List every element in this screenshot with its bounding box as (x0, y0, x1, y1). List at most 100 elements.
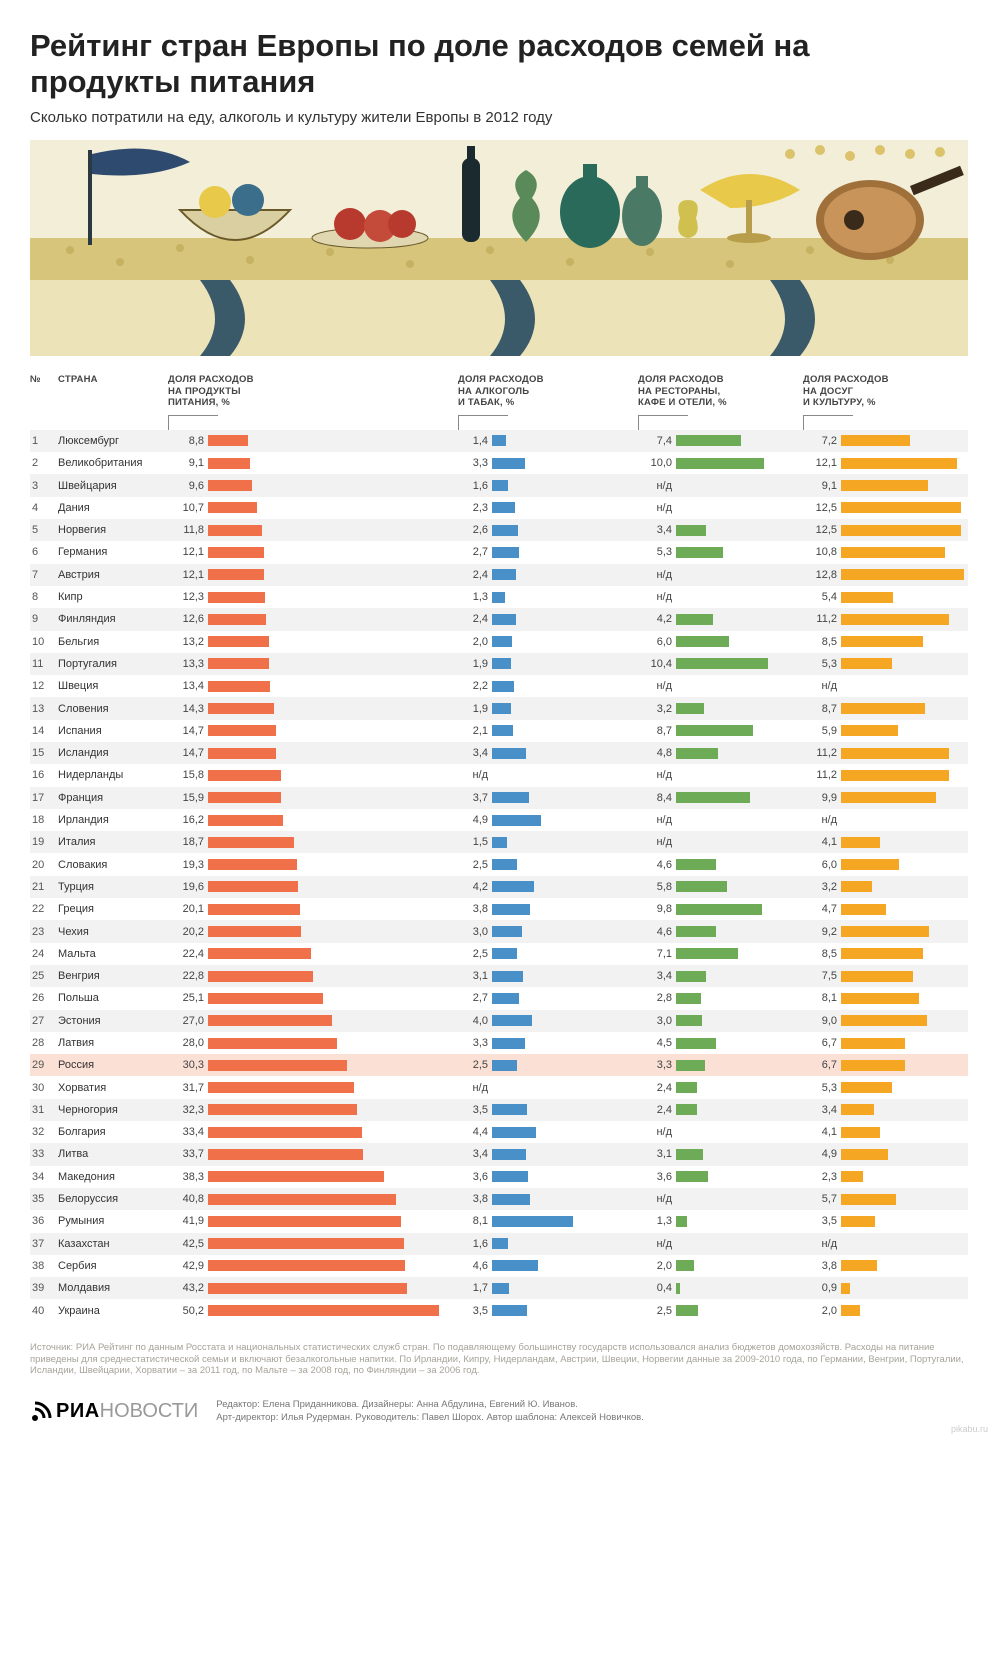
cell-rank: 7 (30, 569, 58, 581)
cell-rank: 23 (30, 926, 58, 938)
credits: Редактор: Елена Приданникова. Дизайнеры:… (216, 1399, 644, 1424)
bar (492, 926, 522, 937)
bar-value: 8,8 (168, 435, 204, 447)
bar (492, 458, 525, 469)
bar-value: 4,1 (803, 1126, 837, 1138)
bar-value: н/д (638, 1193, 672, 1205)
bar (841, 1060, 905, 1071)
table-row: 21Турция19,64,25,83,2 (30, 876, 968, 898)
bar-value: 7,2 (803, 435, 837, 447)
bar (676, 725, 753, 736)
cell-country: Венгрия (58, 970, 168, 982)
cell-rank: 1 (30, 435, 58, 447)
bar (492, 681, 514, 692)
logo-ria: РИА (56, 1400, 100, 1423)
bar-value: 3,4 (803, 1104, 837, 1116)
bar-value: 3,5 (458, 1104, 488, 1116)
bar-value: н/д (638, 569, 672, 581)
bar (676, 1305, 698, 1316)
bar-value: 10,7 (168, 502, 204, 514)
bar (676, 1038, 716, 1049)
bar-value: 4,9 (803, 1148, 837, 1160)
bar (841, 1149, 888, 1160)
bar-value: 10,8 (803, 546, 837, 558)
bar (208, 993, 323, 1004)
cell-country: Польша (58, 992, 168, 1004)
bar-value: 2,6 (458, 524, 488, 536)
bar-value: 9,0 (803, 1015, 837, 1027)
bar-value: 8,1 (803, 992, 837, 1004)
cell-rank: 9 (30, 613, 58, 625)
bar-value: 9,6 (168, 480, 204, 492)
cell-rank: 3 (30, 480, 58, 492)
bar-value: 1,5 (458, 836, 488, 848)
bar-value: 2,5 (458, 948, 488, 960)
bar (841, 792, 936, 803)
bar (208, 703, 274, 714)
bar (208, 502, 257, 513)
bar-value: 9,1 (803, 480, 837, 492)
bar-value: 4,4 (458, 1126, 488, 1138)
bar (208, 1104, 357, 1115)
bar (208, 1238, 404, 1249)
bar (208, 1015, 332, 1026)
cell-rank: 11 (30, 658, 58, 670)
bar-value: 4,6 (638, 926, 672, 938)
cell-country: Македония (58, 1171, 168, 1183)
bar-value: 31,7 (168, 1082, 204, 1094)
cell-rank: 37 (30, 1238, 58, 1250)
table-row: 12Швеция13,42,2н/дн/д (30, 675, 968, 697)
bar (492, 1238, 508, 1249)
bar (208, 1194, 396, 1205)
bar-value: 2,2 (458, 680, 488, 692)
cell-rank: 20 (30, 859, 58, 871)
bar-value: 14,3 (168, 703, 204, 715)
cell-country: Словения (58, 703, 168, 715)
bar-value: 3,7 (458, 792, 488, 804)
bar-value: 6,7 (803, 1037, 837, 1049)
bar-value: 2,4 (458, 569, 488, 581)
bar (676, 926, 716, 937)
cell-country: Финляндия (58, 613, 168, 625)
bar (841, 770, 949, 781)
bar-value: н/д (638, 680, 672, 692)
bar-value: 5,8 (638, 881, 672, 893)
bar (676, 1260, 694, 1271)
bar (492, 1283, 509, 1294)
bar-value: н/д (638, 814, 672, 826)
logo-novosti: НОВОСТИ (100, 1400, 199, 1423)
cell-country: Казахстан (58, 1238, 168, 1250)
bar-value: 2,3 (458, 502, 488, 514)
bar (208, 770, 281, 781)
bar (676, 904, 762, 915)
bar-value: 50,2 (168, 1305, 204, 1317)
bar (492, 815, 541, 826)
bar (841, 926, 929, 937)
bar-value: 11,2 (803, 613, 837, 625)
bar-value: 2,8 (638, 992, 672, 1004)
bar (492, 1038, 525, 1049)
bar-value: 15,8 (168, 769, 204, 781)
bar-value: 4,0 (458, 1015, 488, 1027)
cell-rank: 29 (30, 1059, 58, 1071)
bar (676, 1104, 697, 1115)
table-row: 38Сербия42,94,62,03,8 (30, 1255, 968, 1277)
bar (492, 502, 515, 513)
cell-rank: 8 (30, 591, 58, 603)
bar-value: 16,2 (168, 814, 204, 826)
bar (676, 636, 729, 647)
bar-value: 2,7 (458, 992, 488, 1004)
cell-country: Украина (58, 1305, 168, 1317)
bar (492, 993, 519, 1004)
col-hdr-country: СТРАНА (58, 374, 168, 420)
table-row: 29Россия30,32,53,36,7 (30, 1054, 968, 1076)
cell-rank: 25 (30, 970, 58, 982)
cell-country: Италия (58, 836, 168, 848)
table-row: 15Исландия14,73,44,811,2 (30, 742, 968, 764)
bar-value: 11,2 (803, 769, 837, 781)
bar-value: 19,6 (168, 881, 204, 893)
table-row: 40Украина50,23,52,52,0 (30, 1299, 968, 1321)
bar-value: 3,6 (638, 1171, 672, 1183)
table-row: 27Эстония27,04,03,09,0 (30, 1010, 968, 1032)
bar (208, 480, 252, 491)
